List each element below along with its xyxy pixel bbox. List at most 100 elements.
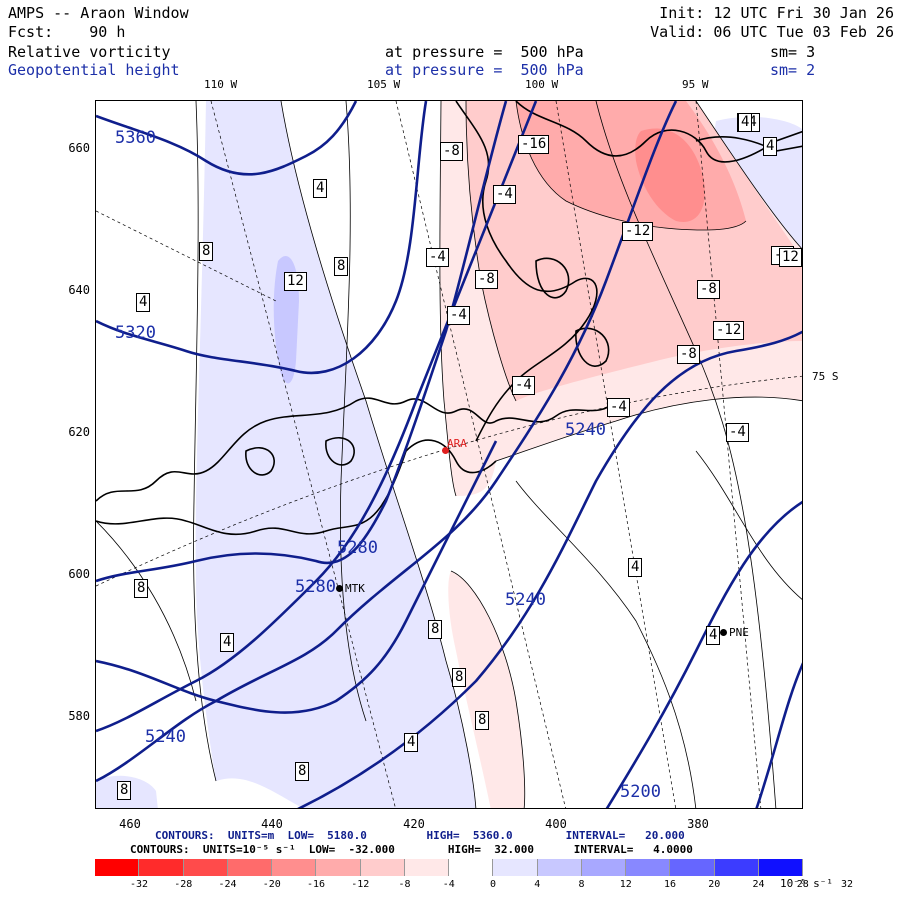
- vorticity-label: 8: [295, 762, 310, 781]
- colorbar-swatch: [316, 859, 361, 876]
- colorbar-swatch: [670, 859, 715, 876]
- vorticity-label: 4: [136, 293, 151, 312]
- colorbar-tick-label: 32: [840, 879, 854, 890]
- vorticity-label: -4: [512, 376, 535, 395]
- height-label: 5240: [145, 727, 186, 747]
- height-label: 5240: [505, 590, 546, 610]
- height-label: 5280: [337, 538, 378, 558]
- vorticity-label: 8: [199, 242, 214, 261]
- vorticity-positive-band: [195, 101, 476, 808]
- lon-label-100w: 100 W: [525, 78, 559, 91]
- colorbar-tick-label: -32: [129, 879, 149, 890]
- colorbar-swatch: [404, 859, 449, 876]
- station-label-mtk: MTK: [345, 582, 365, 595]
- lon-label-105w: 105 W: [367, 78, 401, 91]
- model-title: AMPS -- Araon Window: [8, 4, 189, 22]
- colorbar-swatch: [183, 859, 228, 876]
- station-label-ara: ARA: [447, 437, 467, 450]
- colorbar-tick-label: -16: [306, 879, 326, 890]
- x-tick-420: 420: [403, 817, 425, 831]
- vorticity-label: 12: [779, 248, 802, 267]
- vorticity-negative-south: [448, 571, 525, 808]
- colorbar-swatch: [714, 859, 759, 876]
- vorticity-label: -8: [440, 142, 463, 161]
- vorticity-label: 4: [738, 113, 753, 132]
- y-tick-600: 600: [68, 567, 90, 581]
- height-label: 5240: [565, 420, 606, 440]
- colorbar-tick-label: -12: [351, 879, 370, 890]
- x-tick-440: 440: [261, 817, 283, 831]
- x-tick-460: 460: [119, 817, 141, 831]
- colorbar-swatch: [493, 859, 538, 876]
- vorticity-label: -8: [677, 345, 700, 364]
- vorticity-contours: [96, 101, 802, 808]
- lat-label-75s: 75 S: [812, 370, 839, 383]
- vorticity-label: 8: [475, 711, 490, 730]
- colorbar-tick-label: -8: [398, 879, 411, 890]
- field1-level: at pressure = 500 hPa: [385, 43, 584, 61]
- colorbar-tick-label: -24: [218, 879, 237, 890]
- field2-name: Geopotential height: [8, 61, 180, 79]
- field2-level: at pressure = 500 hPa: [385, 61, 584, 79]
- y-tick-620: 620: [68, 425, 90, 439]
- station-marker-ara: [442, 447, 449, 454]
- map-svg: [96, 101, 802, 808]
- colorbar-swatch: [581, 859, 626, 876]
- station-marker-mtk: [336, 585, 343, 592]
- vorticity-label: 8: [428, 620, 443, 639]
- lon-label-110w: 110 W: [204, 78, 238, 91]
- vorticity-label: -4: [607, 398, 630, 417]
- vorticity-label: -12: [713, 321, 745, 340]
- colorbar-swatch: [272, 859, 317, 876]
- colorbar-swatch: [537, 859, 582, 876]
- colorbar-swatch: [626, 859, 671, 876]
- colorbar-swatch: [227, 859, 272, 876]
- vorticity-label: -8: [475, 270, 498, 289]
- colorbar-tick-label: -20: [262, 879, 281, 890]
- height-label: 5280: [295, 577, 336, 597]
- vorticity-label: 4: [313, 179, 328, 198]
- colorbar-tick-label: 12: [619, 879, 632, 890]
- map-panel: [95, 100, 803, 809]
- colorbar-tick-label: 16: [663, 879, 677, 890]
- height-label: 5200: [620, 782, 661, 802]
- colorbar-tick-label: 0: [489, 879, 497, 890]
- lon-label-95w: 95 W: [682, 78, 709, 91]
- colorbar-tick-label: 20: [708, 879, 721, 890]
- colorbar-tick-label: 8: [578, 879, 585, 890]
- x-tick-380: 380: [687, 817, 709, 831]
- station-label-pne: PNE: [729, 626, 749, 639]
- vorticity-label: -16: [518, 135, 550, 154]
- height-label: 5360: [115, 128, 156, 148]
- vorticity-label: 12: [284, 272, 307, 291]
- forecast-hour: Fcst: 90 h: [8, 23, 126, 41]
- vorticity-label: -12: [622, 222, 654, 241]
- vorticity-contour-info: CONTOURS: UNITS=10⁻⁵ s⁻¹ LOW= -32.000 HI…: [130, 843, 693, 856]
- y-tick-640: 640: [68, 283, 90, 297]
- field2-smoothing: sm= 2: [770, 61, 816, 79]
- colorbar-tick-label: 4: [534, 879, 541, 890]
- station-marker-pne: [720, 629, 727, 636]
- colorbar-tick-label: -4: [442, 879, 455, 890]
- colorbar-swatch: [139, 859, 184, 876]
- colorbar-tick-label: 24: [752, 879, 765, 890]
- vorticity-label: -4: [493, 185, 516, 204]
- colorbar-unit: 10⁻⁵ s⁻¹: [780, 877, 833, 890]
- valid-time: Valid: 06 UTC Tue 03 Feb 26: [650, 23, 894, 41]
- colorbar-tick-label: -28: [174, 879, 193, 890]
- y-tick-580: 580: [68, 709, 90, 723]
- vorticity-label: 4: [628, 558, 643, 577]
- colorbar-swatch: [449, 859, 494, 876]
- colorbar-swatch: [758, 859, 803, 876]
- vorticity-label: 4: [763, 137, 778, 156]
- vorticity-label: 8: [117, 781, 132, 800]
- colorbar-tick-label: 28: [796, 879, 809, 890]
- vorticity-label: 4: [220, 633, 235, 652]
- vorticity-label: -8: [697, 280, 720, 299]
- latlon-grid: [96, 101, 802, 808]
- x-tick-400: 400: [545, 817, 567, 831]
- vorticity-label: -4: [726, 423, 749, 442]
- vorticity-label: 8: [452, 668, 467, 687]
- vorticity-label: 4: [706, 626, 721, 645]
- y-tick-660: 660: [68, 141, 90, 155]
